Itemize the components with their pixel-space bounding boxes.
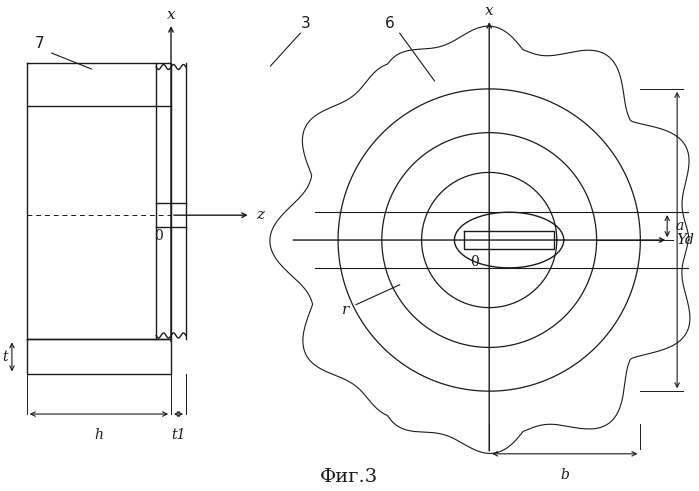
Text: d: d [685, 233, 694, 247]
Text: t: t [2, 350, 8, 364]
Text: 6: 6 [385, 16, 395, 31]
Text: t1: t1 [171, 428, 186, 442]
Text: r: r [343, 302, 350, 317]
Text: Фиг.3: Фиг.3 [320, 468, 378, 486]
Text: z: z [257, 208, 264, 222]
Text: 7: 7 [35, 36, 45, 51]
Text: x: x [166, 8, 175, 22]
Text: a: a [675, 219, 684, 233]
Text: Y: Y [676, 233, 686, 247]
Text: 3: 3 [301, 16, 310, 31]
Text: 0: 0 [154, 229, 163, 243]
Text: 0: 0 [470, 255, 480, 269]
Text: b: b [561, 468, 569, 482]
Text: h: h [94, 428, 103, 442]
Text: x: x [485, 4, 493, 18]
